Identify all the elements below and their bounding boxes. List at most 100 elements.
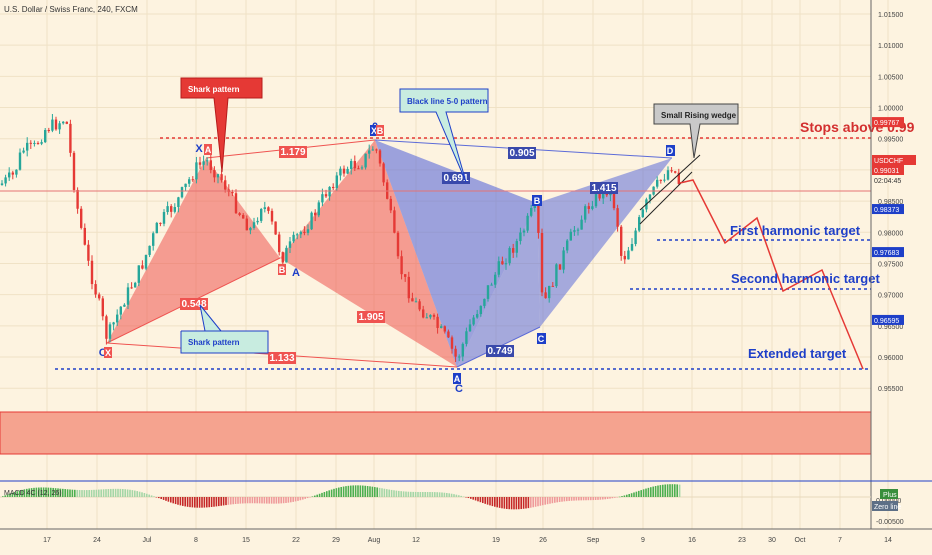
y-tick-label: 0.98500 [878,199,903,206]
macd-bar [210,497,213,507]
candle-body [483,298,486,306]
candle-body [371,149,374,151]
point-b-3: B [534,196,541,206]
ratio-0749: 0.749 [487,346,512,357]
macd-bar [230,497,232,505]
macd-bar [9,493,11,497]
second-target-text: Second harmonic target [731,271,880,286]
macd-bar [364,485,366,497]
macd-bar [126,489,129,497]
macd-bar [342,486,345,497]
macd-bar [580,497,582,501]
candle-body [342,168,346,174]
macd-bar [640,490,642,497]
price-badge: 0.99767 [874,120,899,127]
macd-bar [575,497,578,501]
macd-bar [383,488,386,497]
macd-bar [146,493,148,497]
candle-body [310,212,313,230]
macd-bar [254,497,256,504]
macd-bar [6,494,9,497]
candle-body [677,172,680,184]
five-zero-pattern-1 [375,140,537,367]
candle-body [566,240,569,251]
x-tick-label: Jul [143,537,152,544]
candle-body [245,218,248,231]
macd-bar [474,497,477,501]
macd-bar [582,497,585,501]
macd-bar [431,492,434,497]
candle-body [116,314,119,323]
macd-bar [443,492,446,497]
candle-body [580,219,583,230]
macd-bar [470,497,472,499]
shark-pattern-2 [280,140,457,367]
macd-bar [162,497,165,500]
y-tick-label: 0.97000 [878,293,903,300]
candle-body [198,162,202,165]
point-x-3: X [371,126,377,136]
macd-bar [302,497,304,500]
candle-body [584,206,587,220]
candle-body [62,121,65,124]
macd-bar [326,491,328,497]
candle-body [180,187,184,198]
macd-bar [645,488,647,497]
macd-bar [467,497,470,499]
macd-bar [323,492,326,497]
x-tick-label: Sep [587,537,600,544]
macd-bar [57,488,59,497]
candle-body [184,183,187,188]
candle-body [389,198,392,211]
candle-body [51,119,54,131]
macd-bar [594,497,597,500]
candle-body [288,241,292,248]
x-tick-label: 26 [539,537,547,544]
macd-bar [393,490,395,497]
candle-body [306,229,310,233]
macd-bar [414,491,417,497]
candle-body [353,161,356,169]
macd-bar [90,489,93,497]
candle-body [173,207,176,212]
wedge-upper-line [639,154,701,211]
macd-bar [198,497,201,508]
macd-bar [86,490,88,497]
candle-body [72,152,76,190]
macd-bar [246,497,249,504]
ratio-0548: 0.548 [181,299,206,310]
candle-body [526,215,529,231]
macd-bar [664,484,666,497]
macd-bar [167,497,170,502]
macd-bar [549,497,551,504]
y-tick-label: 0.95500 [878,386,903,393]
candle-body [648,194,652,200]
candle-body [641,209,644,218]
macd-bar [83,490,86,497]
macd-bar [59,488,62,497]
candle-body [357,168,360,170]
candle-body [65,121,68,124]
macd-bar [477,497,479,502]
candle-body [299,231,302,235]
macd-bar [14,491,16,497]
macd-bar [282,497,285,504]
candle-body [623,255,626,260]
macd-bar [117,488,119,497]
candle-body [134,282,137,288]
first-target-text: First harmonic target [730,223,861,238]
macd-bar [453,494,455,497]
candle-body [616,208,619,227]
candle-body [443,326,446,332]
macd-bar [642,489,645,497]
candle-body [594,192,598,207]
macd-bar [47,487,50,497]
candle-body [108,324,112,339]
price-badge: 0.96595 [874,318,899,325]
macd-bar [479,497,482,503]
candle-body [490,284,493,286]
macd-bar [62,488,64,497]
candle-body [562,250,565,270]
candle-body [670,170,673,172]
candle-body [33,142,36,144]
